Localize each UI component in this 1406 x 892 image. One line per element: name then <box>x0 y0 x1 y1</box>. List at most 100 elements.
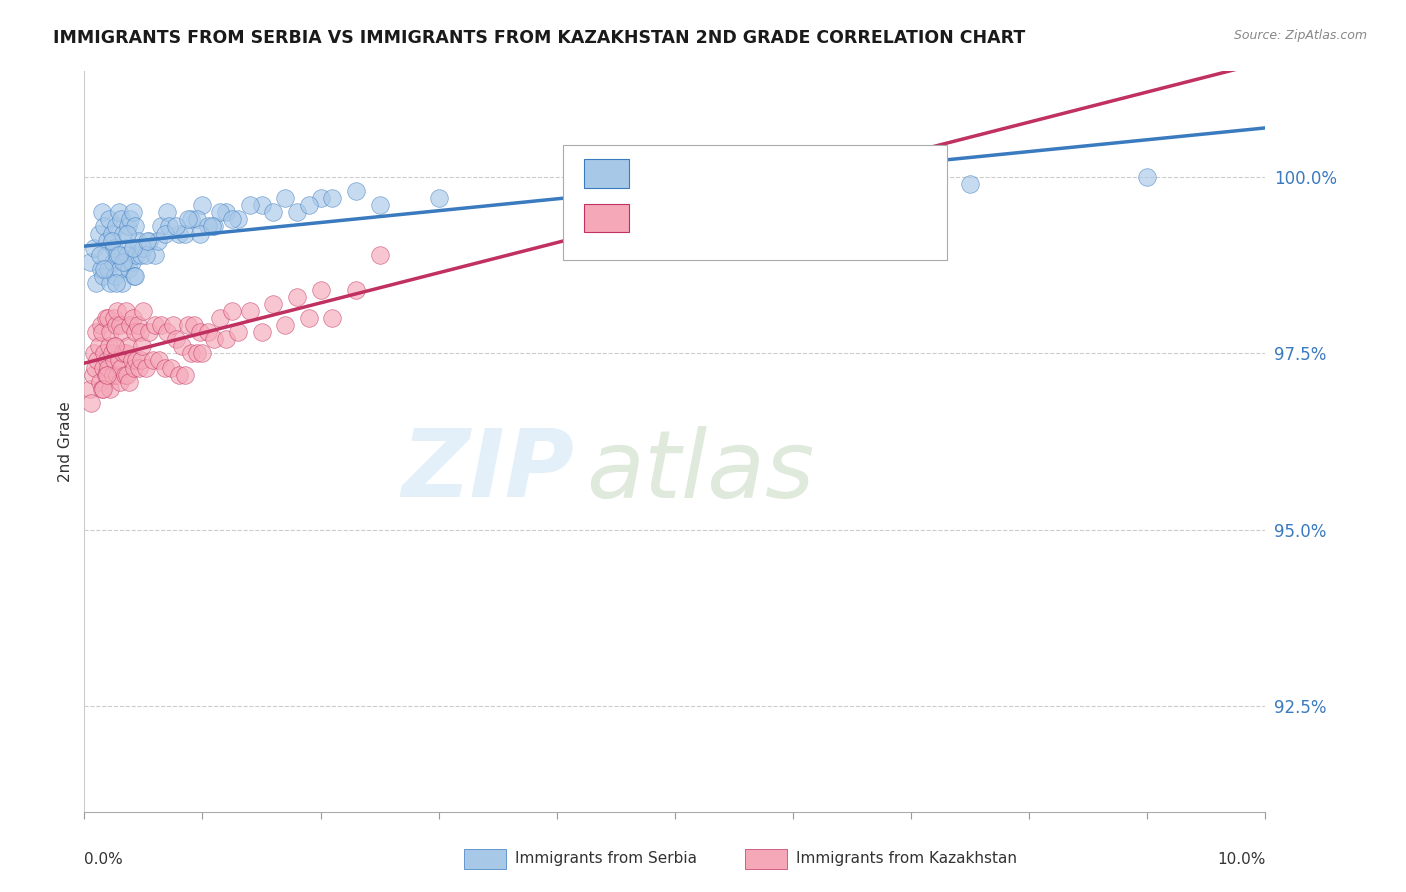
Point <box>79 382 101 396</box>
Point <box>97 261 120 276</box>
Point <box>136 234 159 248</box>
Point <box>110 212 132 227</box>
Point <box>114 368 136 382</box>
Point <box>221 212 243 227</box>
Point <box>309 191 332 205</box>
Point <box>250 325 273 339</box>
Point <box>127 234 149 248</box>
Point <box>96 353 118 368</box>
Point <box>98 276 121 290</box>
Point <box>91 268 114 283</box>
Point <box>128 360 150 375</box>
Point <box>124 268 146 283</box>
Point <box>129 353 152 368</box>
Point <box>159 360 181 375</box>
Point <box>111 276 134 290</box>
FancyBboxPatch shape <box>583 204 628 232</box>
Point <box>107 368 129 382</box>
Point <box>125 353 148 368</box>
Point <box>121 353 143 368</box>
Point <box>172 339 194 353</box>
Point <box>89 248 111 262</box>
Point <box>121 241 143 255</box>
Point <box>91 382 114 396</box>
Point <box>97 360 120 375</box>
Point <box>132 241 155 255</box>
Point <box>115 248 138 262</box>
Point <box>121 311 143 326</box>
Point <box>87 339 110 353</box>
Point <box>112 227 135 241</box>
Point <box>107 304 129 318</box>
Point <box>111 325 134 339</box>
Text: atlas: atlas <box>586 425 814 516</box>
Point <box>138 325 160 339</box>
Point <box>107 205 129 219</box>
Text: 10.0%: 10.0% <box>1218 853 1265 867</box>
Point <box>250 198 273 212</box>
Point <box>108 261 131 276</box>
Point <box>132 304 155 318</box>
Text: IMMIGRANTS FROM SERBIA VS IMMIGRANTS FROM KAZAKHSTAN 2ND GRADE CORRELATION CHART: IMMIGRANTS FROM SERBIA VS IMMIGRANTS FRO… <box>53 29 1026 46</box>
Point <box>94 248 117 262</box>
Point <box>368 198 391 212</box>
Point <box>215 205 238 219</box>
Point <box>183 318 205 333</box>
Point <box>285 205 308 219</box>
Point <box>226 212 249 227</box>
Point <box>93 346 115 360</box>
Point <box>129 248 152 262</box>
Point <box>114 304 136 318</box>
Point <box>173 227 195 241</box>
Point <box>135 248 157 262</box>
Point <box>124 325 146 339</box>
Point <box>103 311 125 326</box>
Point <box>121 205 143 219</box>
Point <box>202 332 225 346</box>
Point <box>117 339 139 353</box>
Point <box>83 241 105 255</box>
Point <box>177 212 200 227</box>
Point <box>180 212 202 227</box>
Point <box>98 339 121 353</box>
Text: R = 0.466   N = 93: R = 0.466 N = 93 <box>641 209 841 227</box>
Point <box>186 346 208 360</box>
Point <box>80 396 103 410</box>
Text: R = 0.347   N = 79: R = 0.347 N = 79 <box>641 164 841 183</box>
Point <box>186 212 208 227</box>
Point <box>114 254 136 268</box>
Point <box>162 318 184 333</box>
Point <box>215 332 238 346</box>
Point <box>120 212 142 227</box>
Point <box>209 311 232 326</box>
Point <box>96 234 118 248</box>
Point <box>173 368 195 382</box>
Point <box>105 219 128 234</box>
Point <box>114 241 136 255</box>
Point <box>86 353 108 368</box>
Point <box>368 248 391 262</box>
Point <box>104 268 127 283</box>
Point <box>83 346 105 360</box>
Point <box>84 325 107 339</box>
Point <box>150 219 173 234</box>
Point <box>148 353 170 368</box>
Point <box>122 360 145 375</box>
Point <box>90 318 112 333</box>
Point <box>167 227 190 241</box>
Point <box>262 297 284 311</box>
Point <box>188 227 211 241</box>
Text: ZIP: ZIP <box>402 425 575 517</box>
Point <box>153 227 176 241</box>
Point <box>82 368 104 382</box>
Point <box>156 205 179 219</box>
Text: Source: ZipAtlas.com: Source: ZipAtlas.com <box>1233 29 1367 42</box>
Point <box>84 360 107 375</box>
Point <box>91 382 114 396</box>
Point <box>98 212 121 227</box>
Point <box>605 184 627 198</box>
Point <box>344 283 367 297</box>
Point <box>96 368 118 382</box>
Point <box>125 248 148 262</box>
Point <box>221 304 243 318</box>
